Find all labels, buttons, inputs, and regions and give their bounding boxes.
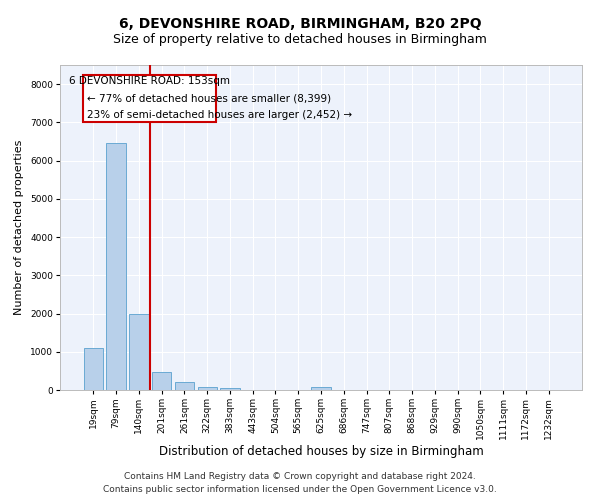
Text: 6 DEVONSHIRE ROAD: 153sqm: 6 DEVONSHIRE ROAD: 153sqm [69,76,230,86]
Bar [106,144,126,390]
Bar [311,388,331,390]
Text: 6, DEVONSHIRE ROAD, BIRMINGHAM, B20 2PQ: 6, DEVONSHIRE ROAD, BIRMINGHAM, B20 2PQ [119,18,481,32]
Y-axis label: Number of detached properties: Number of detached properties [14,140,25,315]
Text: Size of property relative to detached houses in Birmingham: Size of property relative to detached ho… [113,32,487,46]
Bar [152,372,172,390]
Bar [197,386,217,390]
Text: ← 77% of detached houses are smaller (8,399): ← 77% of detached houses are smaller (8,… [86,93,331,103]
Bar [220,388,239,390]
Text: Contains HM Land Registry data © Crown copyright and database right 2024.: Contains HM Land Registry data © Crown c… [124,472,476,481]
Text: Contains public sector information licensed under the Open Government Licence v3: Contains public sector information licen… [103,485,497,494]
Bar [129,314,149,390]
FancyBboxPatch shape [83,74,217,122]
Bar [84,348,103,390]
Bar [175,382,194,390]
Text: 23% of semi-detached houses are larger (2,452) →: 23% of semi-detached houses are larger (… [86,110,352,120]
X-axis label: Distribution of detached houses by size in Birmingham: Distribution of detached houses by size … [158,444,484,458]
